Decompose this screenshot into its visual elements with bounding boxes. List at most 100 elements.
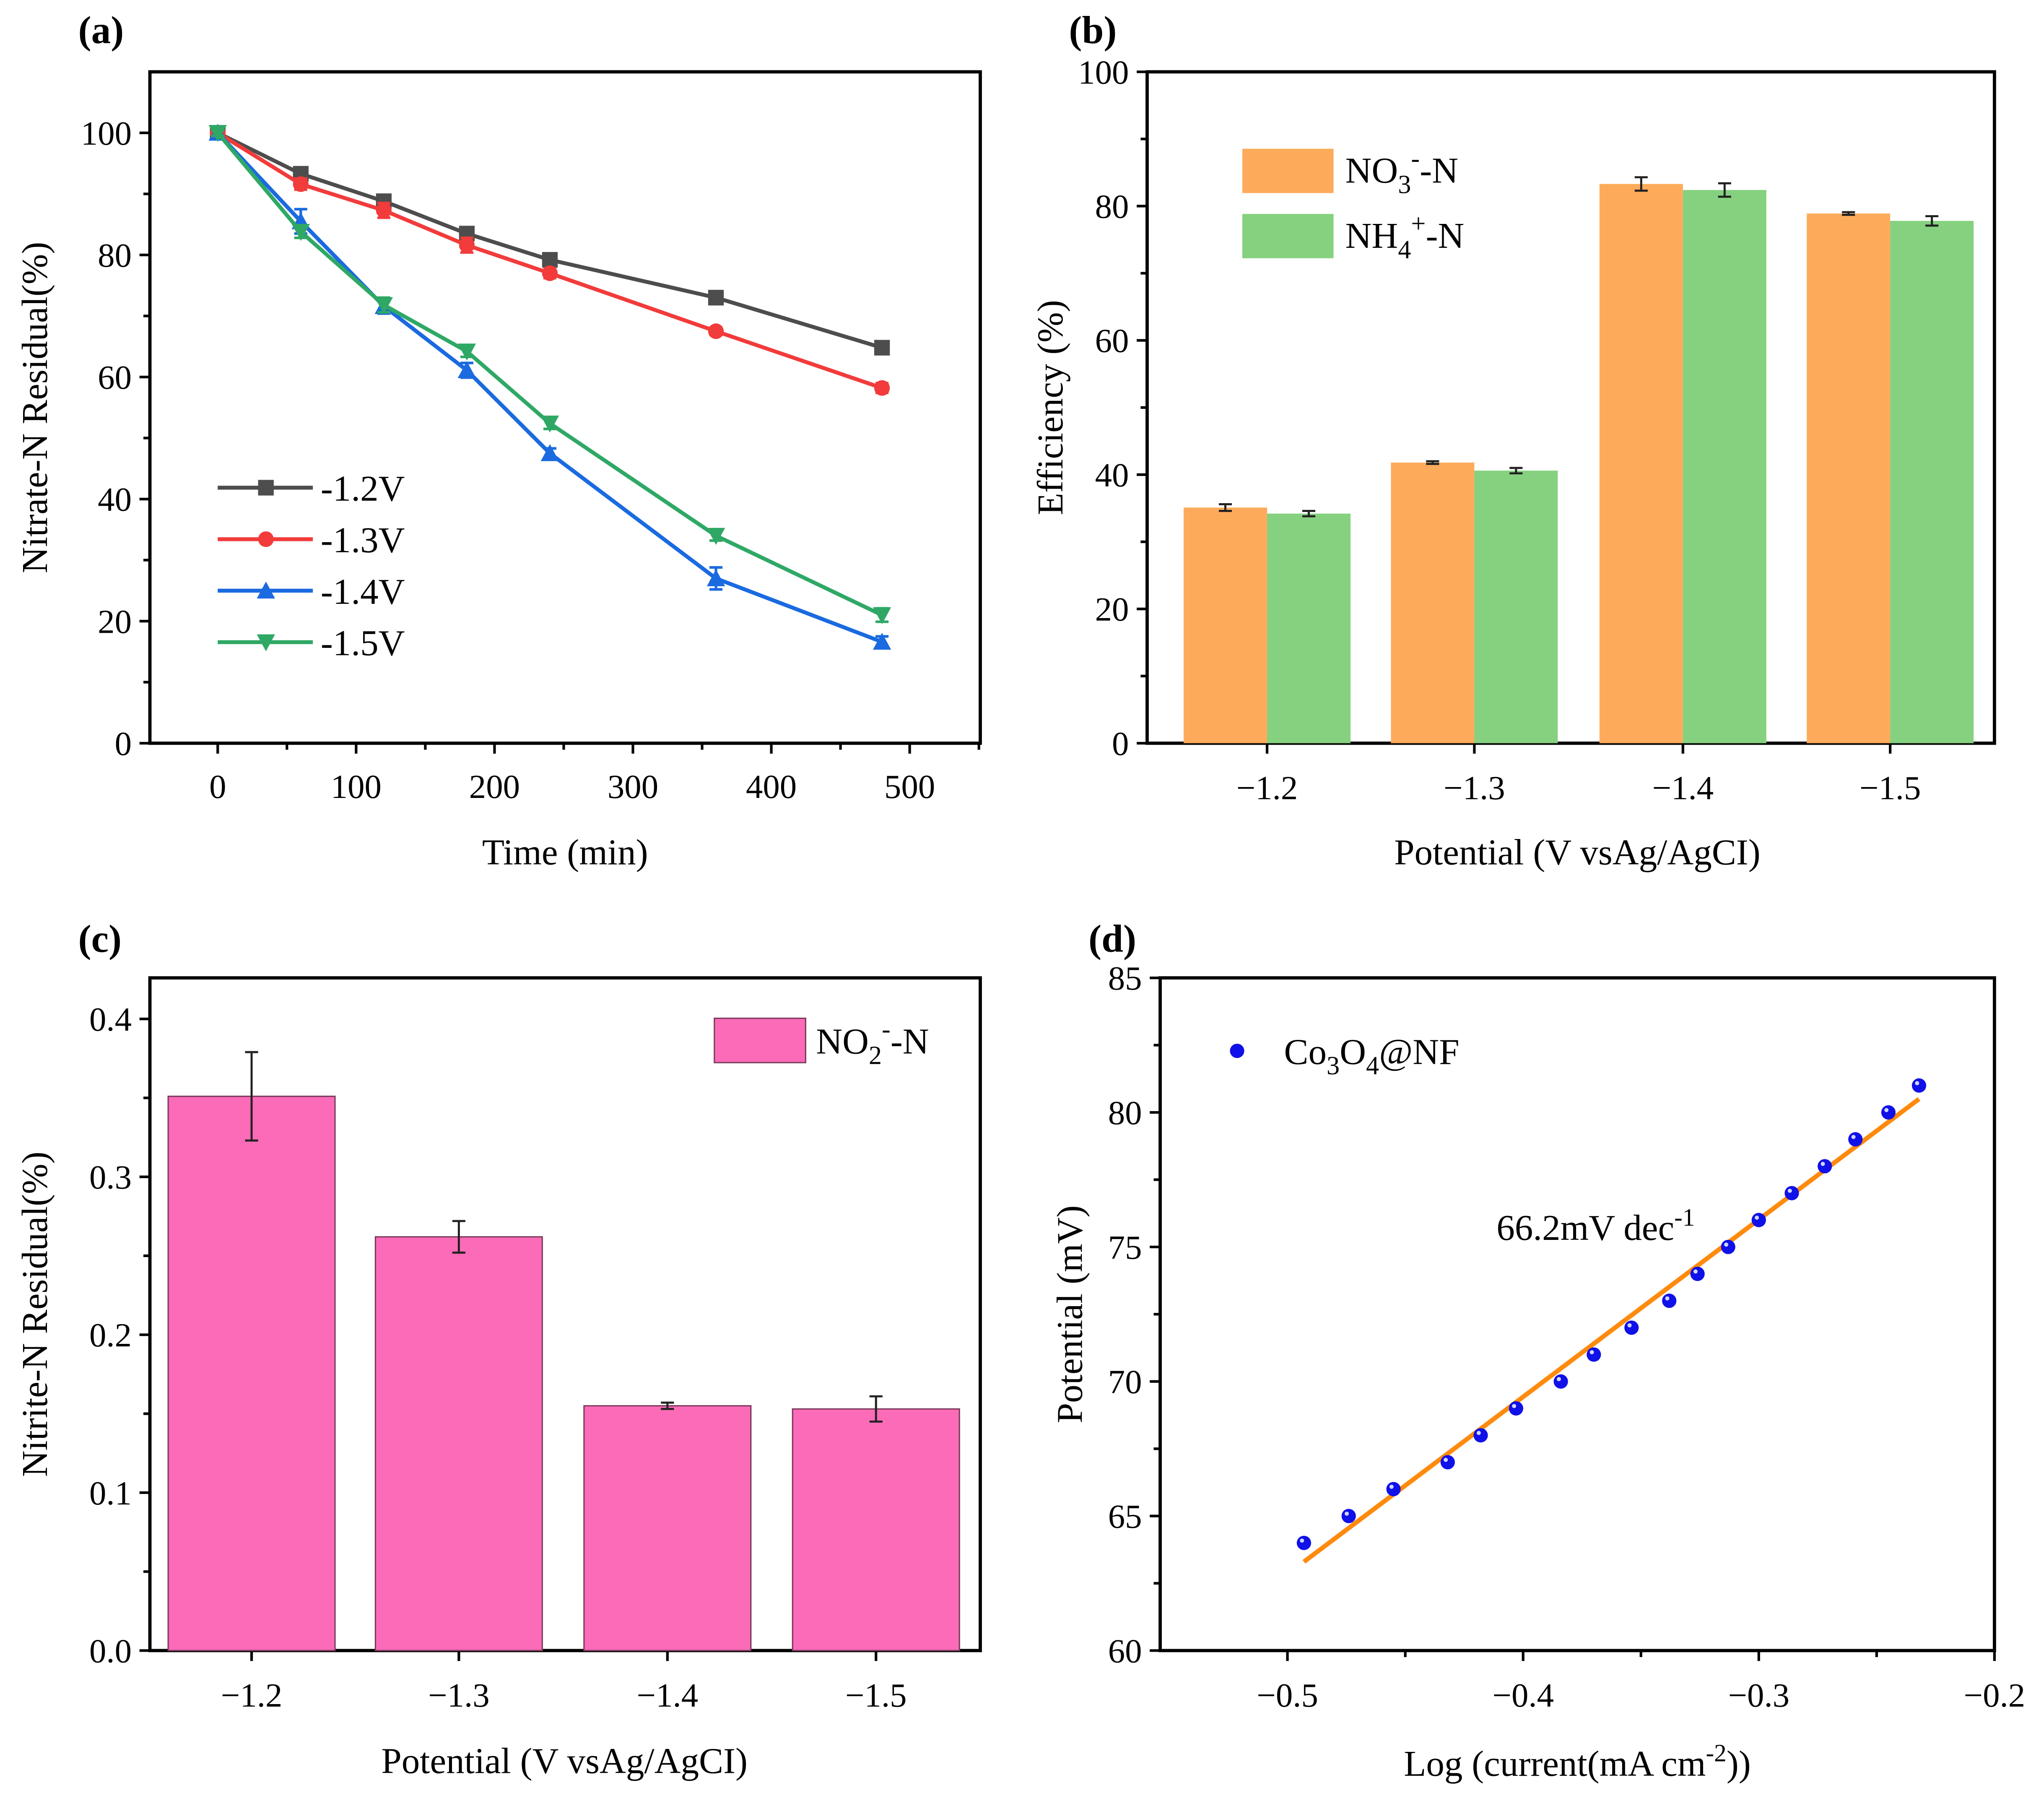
data-point-highlight <box>1693 1269 1698 1274</box>
legend-label: NO2--N <box>816 1015 929 1070</box>
legend-label: Co3O4@NF <box>1284 1031 1459 1080</box>
legend-label: NO3--N <box>1345 144 1458 199</box>
data-point-highlight <box>1345 1511 1349 1516</box>
data-point-highlight <box>1512 1404 1517 1408</box>
legend-swatch <box>1242 148 1334 193</box>
data-point <box>1624 1320 1639 1335</box>
legend-item: NO3--N <box>1242 144 1458 199</box>
data-point-highlight <box>1556 1377 1561 1382</box>
data-point <box>708 323 724 339</box>
y-tick-label: 0 <box>115 725 132 762</box>
data-point <box>1587 1347 1601 1362</box>
y-tick-label: 0.3 <box>89 1159 132 1196</box>
data-point <box>258 531 274 547</box>
data-point <box>1440 1455 1455 1470</box>
legend-label: -1.2V <box>321 468 405 509</box>
legend-item: -1.2V <box>218 468 405 509</box>
data-point-highlight <box>1915 1081 1919 1086</box>
data-point <box>457 343 476 361</box>
data-point <box>1553 1374 1568 1389</box>
plot-frame <box>1158 976 1996 1652</box>
legend-label: NH4+-N <box>1345 210 1465 264</box>
bar <box>1807 213 1891 743</box>
data-point-highlight <box>1787 1188 1792 1193</box>
data-point <box>1751 1213 1766 1227</box>
data-point <box>1509 1401 1523 1416</box>
data-point <box>459 237 475 253</box>
y-tick-label: 20 <box>1095 591 1129 628</box>
panel-b: (b) 0 20 40 60 80 100 −1.2 −1.3 −1.4 −1.5 Potential… <box>1030 9 1996 873</box>
error-bar <box>661 1401 674 1410</box>
x-tick-label: 300 <box>608 768 658 805</box>
x-tick-label: −1.2 <box>1236 769 1298 807</box>
data-point <box>1690 1266 1705 1281</box>
y-tick-label: 100 <box>1078 54 1129 91</box>
data-point <box>1721 1239 1735 1254</box>
bar <box>1267 513 1351 743</box>
data-point <box>542 252 558 268</box>
legend-label: -1.5V <box>321 623 405 663</box>
data-point <box>874 380 890 396</box>
data-point <box>1662 1294 1677 1308</box>
plot-frame <box>148 976 982 1652</box>
legend-swatch <box>1230 1044 1244 1058</box>
bar <box>583 1405 752 1651</box>
data-point-highlight <box>1665 1296 1670 1301</box>
x-tick-label: −1.5 <box>1860 769 1921 807</box>
data-point <box>1296 1536 1312 1550</box>
y-axis-label: Potential (mV) <box>1049 1205 1090 1423</box>
y-tick-label: 40 <box>98 481 132 518</box>
x-axis-label: Log (current(mA cm-2)) <box>1404 1739 1751 1784</box>
x-tick-label: −1.3 <box>1444 769 1505 807</box>
data-point <box>208 125 227 142</box>
data-point-highlight <box>1476 1431 1481 1435</box>
data-point <box>1784 1186 1799 1200</box>
x-tick-label: 200 <box>469 768 520 805</box>
legend-item: -1.5V <box>218 623 405 663</box>
legend-item: NO2--N <box>714 1015 929 1070</box>
data-point-highlight <box>1627 1323 1632 1328</box>
data-point <box>1881 1105 1896 1120</box>
y-tick-label: 20 <box>98 603 132 640</box>
data-point-highlight <box>1884 1108 1889 1112</box>
data-point <box>542 265 558 281</box>
data-point <box>1912 1078 1927 1093</box>
x-tick-label: −1.4 <box>637 1677 699 1714</box>
panel-d: (d) 60 65 70 75 80 85 −0.5 −0.4 −0.3 −0.2 Log (curr… <box>1049 917 2026 1784</box>
error-bar <box>452 1220 465 1254</box>
data-point <box>706 569 725 587</box>
y-tick-label: 80 <box>1095 188 1129 226</box>
y-tick-label: 70 <box>1108 1364 1142 1401</box>
x-tick-label: 100 <box>331 768 382 805</box>
x-tick-label: −0.5 <box>1257 1677 1318 1714</box>
fit-line <box>1302 1097 1921 1564</box>
legend-label: -1.4V <box>321 571 405 612</box>
data-point <box>258 480 274 496</box>
y-tick-label: 75 <box>1108 1229 1142 1266</box>
legend-item: Co3O4@NF <box>1230 1031 1460 1080</box>
data-point <box>1341 1509 1356 1523</box>
error-bar <box>1426 460 1439 465</box>
panel-c: (c) 0.0 0.1 0.2 0.3 0.4 −1.2 −1.3 −1.4 −1.5 Potent… <box>14 917 982 1781</box>
data-point <box>1473 1428 1488 1443</box>
error-bar <box>1218 503 1232 512</box>
x-tick-label: −1.3 <box>428 1677 490 1714</box>
data-point <box>874 340 890 356</box>
legend-swatch <box>714 1017 806 1063</box>
panel-label: (d) <box>1088 917 1136 961</box>
series-NO2--N <box>167 1051 960 1651</box>
data-point-highlight <box>1821 1161 1825 1166</box>
x-tick-label: 500 <box>884 768 935 805</box>
data-point <box>257 634 275 652</box>
legend-item: -1.4V <box>218 571 405 612</box>
y-tick-label: 0.4 <box>89 1001 132 1038</box>
bar <box>1599 184 1683 743</box>
bar <box>167 1095 336 1651</box>
data-point-highlight <box>1724 1242 1729 1247</box>
bar <box>1683 190 1766 743</box>
fit-label: 66.2mV dec-1 <box>1496 1203 1695 1248</box>
panel-label: (b) <box>1069 9 1117 52</box>
legend-swatch <box>1242 214 1334 258</box>
data-point-highlight <box>1389 1484 1394 1489</box>
